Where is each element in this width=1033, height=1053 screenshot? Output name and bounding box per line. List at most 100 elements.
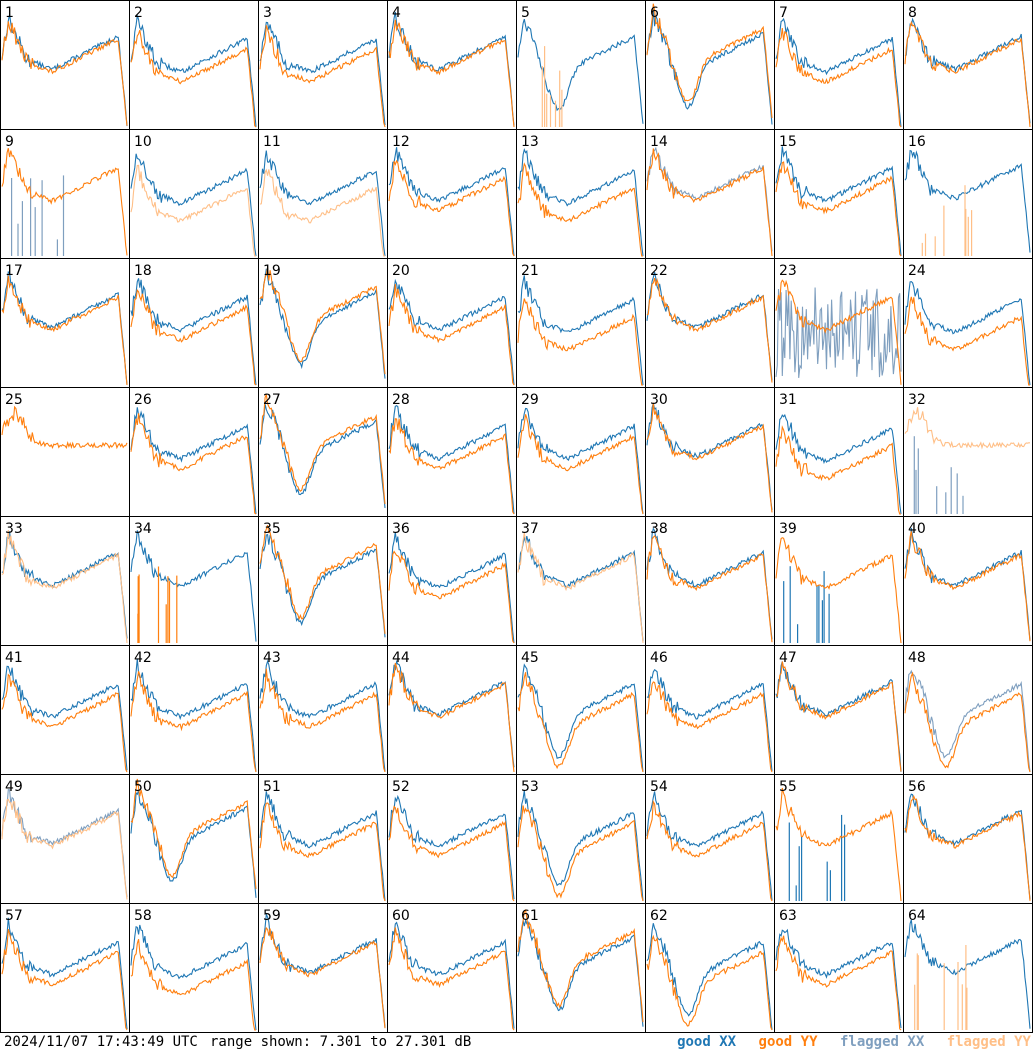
trace-xx-49 xyxy=(1,788,128,898)
trace-xx-61 xyxy=(517,918,644,1027)
tile-15: 15 xyxy=(774,129,904,259)
tile-label: 30 xyxy=(650,392,668,408)
tile-36: 36 xyxy=(387,516,517,646)
tile-label: 59 xyxy=(263,908,281,924)
trace-xx-7 xyxy=(775,17,902,128)
trace-yy-44 xyxy=(388,662,515,773)
tile-38: 38 xyxy=(645,516,775,646)
tile-label: 37 xyxy=(521,521,539,537)
trace-xx-12 xyxy=(388,147,515,257)
trace-yy-36 xyxy=(388,550,515,644)
trace-yy-32 xyxy=(904,407,1030,450)
trace-yy-57 xyxy=(1,928,128,1031)
trace-yy-10 xyxy=(130,164,256,257)
tile-label: 39 xyxy=(779,521,797,537)
trace-yy-39 xyxy=(775,537,902,644)
trace-yy-28 xyxy=(388,418,515,515)
trace-xx-14 xyxy=(646,146,773,252)
trace-yy-29 xyxy=(517,414,644,515)
tile-48: 48 xyxy=(903,645,1033,775)
trace-xx-18 xyxy=(130,278,257,386)
trace-xx-53 xyxy=(517,790,644,902)
trace-xx-35 xyxy=(259,533,386,638)
trace-xx-60 xyxy=(388,921,515,1029)
legend-good-yy: good YY xyxy=(758,1034,818,1050)
trace-yy-18 xyxy=(130,288,257,386)
trace-xx-29 xyxy=(517,407,644,515)
trace-xx-33 xyxy=(1,531,128,639)
trace-xx-51 xyxy=(259,791,386,902)
tile-41: 41 xyxy=(0,645,130,775)
tile-label: 62 xyxy=(650,908,668,924)
trace-yy-1 xyxy=(1,21,128,126)
trace-xx-59 xyxy=(259,912,386,1028)
tile-label: 56 xyxy=(908,779,926,795)
trace-xx-58 xyxy=(130,924,257,1031)
trace-xx-31 xyxy=(775,413,902,515)
trace-xx-34 xyxy=(130,530,257,642)
tile-label: 3 xyxy=(263,5,272,21)
tile-label: 57 xyxy=(5,908,23,924)
trace-yy-15 xyxy=(775,161,902,257)
tile-25: 25 xyxy=(0,387,130,517)
tile-label: 6 xyxy=(650,5,659,21)
tile-label: 43 xyxy=(263,650,281,666)
tile-47: 47 xyxy=(774,645,904,775)
trace-yy-22 xyxy=(646,277,773,383)
legend-flagged-yy: flagged YY xyxy=(946,1034,1031,1050)
timestamp: 2024/11/07 17:43:49 UTC xyxy=(4,1034,198,1050)
trace-yy-35 xyxy=(259,525,386,634)
tile-label: 12 xyxy=(392,134,410,150)
trace-yy-33 xyxy=(1,530,128,644)
tile-9: 9 xyxy=(0,129,130,259)
tile-64: 64 xyxy=(903,903,1033,1033)
trace-xx-47 xyxy=(775,661,902,772)
range-label: range shown: 7.301 to 27.301 dB xyxy=(210,1034,472,1050)
trace-xx-6 xyxy=(646,8,773,125)
trace-yy-30 xyxy=(646,402,773,513)
trace-yy-46 xyxy=(646,681,773,773)
trace-xx-28 xyxy=(388,405,515,515)
trace-xx-38 xyxy=(646,527,773,640)
tile-29: 29 xyxy=(516,387,646,517)
tile-label: 2 xyxy=(134,5,143,21)
tile-12: 12 xyxy=(387,129,517,259)
tile-label: 55 xyxy=(779,779,797,795)
trace-yy-17 xyxy=(1,275,128,386)
trace-yy-60 xyxy=(388,927,515,1031)
trace-xx-26 xyxy=(130,407,257,515)
trace-yy-19 xyxy=(259,267,386,375)
tile-label: 41 xyxy=(5,650,23,666)
tile-label: 52 xyxy=(392,779,410,795)
tile-7: 7 xyxy=(774,0,904,130)
trace-yy-50 xyxy=(130,778,257,889)
trace-xx-22 xyxy=(646,271,773,381)
tile-28: 28 xyxy=(387,387,517,517)
tile-label: 61 xyxy=(521,908,539,924)
tile-label: 34 xyxy=(134,521,152,537)
tile-label: 50 xyxy=(134,779,152,795)
trace-xx-17 xyxy=(1,271,128,385)
tile-31: 31 xyxy=(774,387,904,517)
tile-label: 10 xyxy=(134,134,152,150)
tile-13: 13 xyxy=(516,129,646,259)
trace-yy-2 xyxy=(130,29,257,128)
trace-xx-20 xyxy=(388,278,515,386)
tile-label: 32 xyxy=(908,392,926,408)
trace-xx-63 xyxy=(775,928,902,1029)
tile-label: 29 xyxy=(521,392,539,408)
tile-21: 21 xyxy=(516,258,646,388)
trace-yy-6 xyxy=(646,3,773,119)
trace-xx-4 xyxy=(388,11,515,126)
tile-label: 31 xyxy=(779,392,797,408)
tile-frame xyxy=(258,0,388,130)
tile-label: 45 xyxy=(521,650,539,666)
tile-57: 57 xyxy=(0,903,130,1033)
tile-1: 1 xyxy=(0,0,130,130)
tile-61: 61 xyxy=(516,903,646,1033)
tile-45: 45 xyxy=(516,645,646,775)
tile-label: 38 xyxy=(650,521,668,537)
trace-yy-63 xyxy=(775,935,902,1031)
trace-yy-23 xyxy=(775,279,902,385)
